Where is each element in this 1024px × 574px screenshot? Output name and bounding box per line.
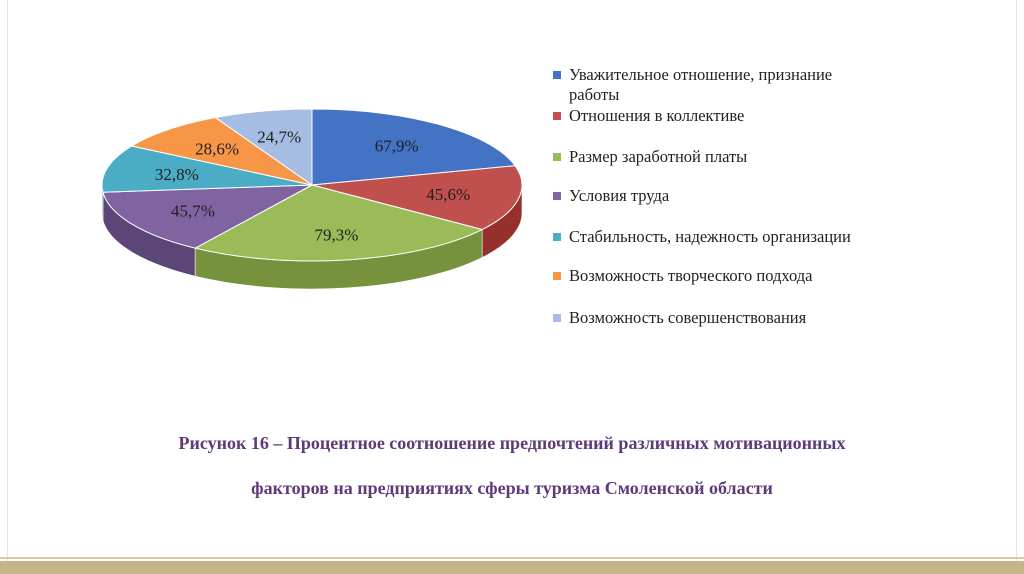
pie-data-label-3: 79,3%: [314, 225, 358, 244]
legend-swatch-1: [553, 71, 561, 79]
pie-data-label-5: 32,8%: [155, 165, 199, 184]
pie-slice-7: [214, 108, 313, 186]
legend-swatch-4: [553, 192, 561, 200]
frame-right-border: [1016, 0, 1017, 562]
pie-slice-4: [102, 184, 313, 249]
legend-swatch-3: [553, 153, 561, 161]
pie-slice-2: [311, 165, 523, 231]
pie-data-label-4: 45,7%: [171, 202, 215, 221]
pie-data-label-7: 24,7%: [257, 127, 301, 146]
pie-data-label-6: 28,6%: [195, 139, 239, 158]
legend-swatch-2: [553, 112, 561, 120]
bottom-divider: [0, 557, 1024, 559]
legend-label-2: Отношения в коллективе: [569, 106, 744, 125]
frame-left-border: [7, 0, 8, 562]
chart-legend: Уважительное отношение, признание работы О…: [553, 65, 851, 327]
pie-slice-5: [101, 145, 313, 193]
figure-caption-line-2: факторов на предприятиях сферы туризма С…: [251, 478, 773, 498]
legend-label-4: Условия труда: [569, 186, 670, 205]
legend-swatch-7: [553, 314, 561, 322]
figure-caption-line-1: Рисунок 16 – Процентное соотношение пред…: [178, 433, 846, 453]
pie-slices: [101, 108, 523, 262]
legend-label-7: Возможность совершенствования: [569, 308, 807, 327]
pie-slice-6: [130, 116, 313, 186]
pie-data-label-2: 45,6%: [426, 185, 470, 204]
pie-chart: 67,9% 45,6% 79,3% 45,7% 32,8% 28,6% 24,7% Уваж…: [101, 65, 851, 327]
pie-slice-3: [193, 184, 484, 262]
bottom-bar: [0, 561, 1024, 574]
legend-label-1: Уважительное отношение, признание работы: [569, 65, 832, 104]
legend-swatch-5: [553, 233, 561, 241]
legend-label-6: Возможность творческого подхода: [569, 266, 813, 285]
legend-label-5: Стабильность, надежность организации: [569, 227, 851, 246]
pie-slice-1: [311, 108, 517, 186]
pie-labels: 67,9% 45,6% 79,3% 45,7% 32,8% 28,6% 24,7%: [155, 127, 470, 244]
legend-swatch-6: [553, 272, 561, 280]
legend-label-3: Размер заработной платы: [569, 147, 747, 166]
pie-data-label-1: 67,9%: [375, 136, 419, 155]
